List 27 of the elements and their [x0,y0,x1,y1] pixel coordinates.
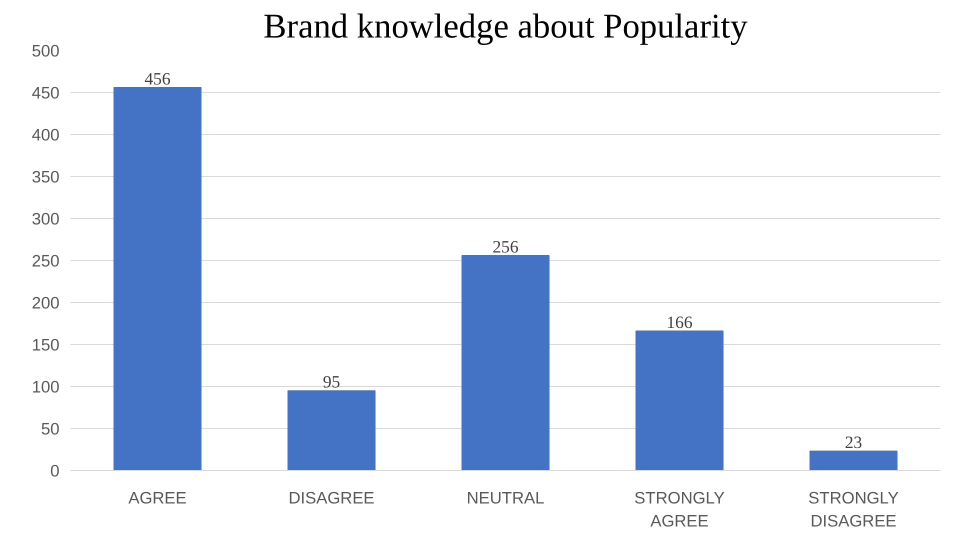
chart-title: Brand knowledge about Popularity [263,8,748,46]
data-label: 23 [844,433,862,452]
x-tick-label: NEUTRAL [466,488,544,508]
bar [288,390,376,470]
y-tick-label: 100 [32,378,60,396]
y-tick-label: 150 [32,336,60,354]
data-label: 166 [666,313,693,332]
y-tick-label: 250 [32,252,60,270]
x-tick-label: AGREE [128,488,187,508]
y-tick-label: 50 [40,420,60,438]
y-tick-label: 500 [32,42,60,60]
data-label: 256 [492,237,519,256]
y-tick-label: 450 [32,84,60,102]
bar [810,450,898,470]
y-tick-label: 200 [32,294,60,312]
x-tick-label: STRONGLY DISAGREE [808,488,899,530]
data-label: 456 [144,69,171,88]
data-label: 95 [322,372,340,392]
bar [462,254,550,470]
y-tick-label: 350 [32,168,60,186]
x-tick-label: DISAGREE [288,488,375,508]
y-tick-label: 300 [32,210,60,228]
y-tick-label: 0 [50,462,60,480]
bar [636,330,724,470]
y-tick-label: 400 [32,126,60,144]
x-tick-label: STRONGLY AGREE [634,488,725,530]
bar [114,86,202,470]
